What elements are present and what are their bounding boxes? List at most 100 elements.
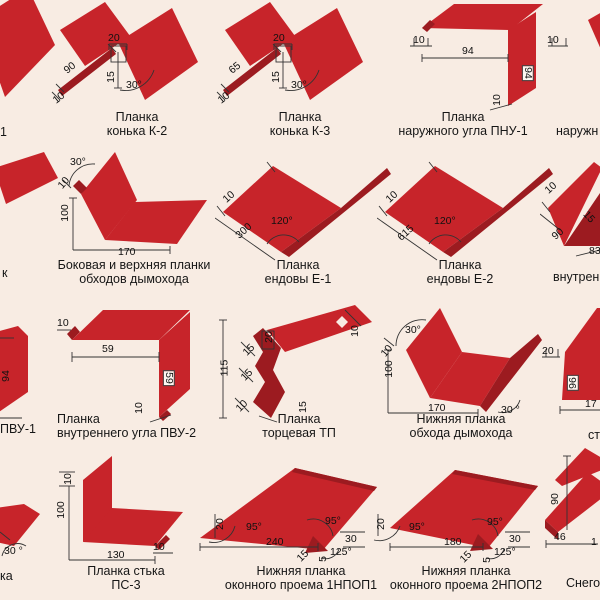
figure-valley-e2: [377, 161, 553, 261]
caption-pnu2-partial: наружн: [556, 124, 600, 139]
caption-snow-guard-partial: Снего: [566, 576, 600, 591]
dim-label: 30 °: [4, 545, 23, 557]
caption-line: Боковая и верхняя планки: [57, 258, 211, 272]
figure-pnu2-partial: [548, 13, 600, 48]
dimension-lines: [0, 337, 22, 419]
caption-line: обходов дымохода: [79, 271, 189, 286]
dimension-lines: [540, 201, 600, 257]
bottom-face: [83, 508, 183, 546]
caption-line: Планка: [57, 412, 100, 426]
top-face: [422, 4, 543, 30]
figure-end-flashing-tp: [219, 305, 372, 423]
bottom-fold: [305, 536, 328, 553]
dim-label: 20: [262, 331, 275, 343]
upper-flange: [555, 448, 600, 486]
dim-label: 20: [273, 32, 285, 44]
figure-ridge-k2: [51, 2, 198, 101]
dim-label: 100: [58, 204, 71, 222]
caption-pvu1-partial: ПВУ-1: [0, 422, 42, 437]
dim-label: 100: [54, 501, 67, 519]
ridge-flange: [58, 48, 116, 96]
dimension-lines: [215, 161, 300, 261]
dim-label: 10: [61, 473, 74, 485]
dim-label: 20: [213, 518, 226, 530]
dim-label: 130: [107, 549, 125, 561]
dim-label: 115: [218, 359, 231, 377]
caption-line: ендовы Е-1: [264, 271, 332, 286]
caption-line: внутреннего угла ПВУ-2: [57, 425, 197, 440]
dim-label: 30°: [405, 324, 421, 336]
dim-label: 240: [266, 536, 284, 548]
top-sheet: [267, 305, 372, 352]
dim-label: 96: [566, 374, 579, 392]
caption-line: ендовы Е-2: [426, 271, 494, 286]
caption-line: Планка: [278, 110, 322, 124]
figure-ridge-k3: [216, 2, 363, 101]
sill-sheet: [200, 468, 377, 550]
caption-r2-left-partial: к: [2, 266, 22, 281]
dim-label: 83: [589, 245, 600, 257]
caption-tp: Планка торцевая ТП: [214, 412, 384, 440]
valley-left-face: [548, 162, 600, 246]
dimension-lines: [545, 455, 598, 548]
dimension-lines: [219, 309, 362, 423]
caption-npop2: Нижняя планка оконного проема 2НПОП2: [376, 564, 556, 592]
wall-face: [83, 456, 112, 542]
caption-valley-e2: Планка ендовы Е-2: [375, 258, 545, 286]
dim-label: 15: [269, 71, 282, 83]
dimension-lines: [57, 329, 172, 423]
caption-line: конька К-2: [106, 123, 168, 138]
roof-sheet: [225, 2, 295, 66]
dimension-lines: [0, 531, 27, 557]
dim-label: 30°: [126, 79, 142, 91]
right-wing: [480, 334, 542, 412]
caption-line: 1: [0, 125, 7, 139]
roof-sheet: [118, 8, 198, 100]
top-fold: [452, 470, 538, 490]
dim-label: 59: [162, 369, 175, 387]
ridge-flange: [223, 48, 281, 96]
caption-chimney-side: Боковая и верхняя планки обходов дымоход…: [48, 258, 220, 286]
figure-chimney-bottom-flashing: [383, 308, 542, 417]
dim-label: 120°: [271, 215, 293, 227]
figure-ridge-k1-partial: [0, 0, 55, 97]
s-profile: [253, 328, 285, 418]
caption-line: к: [2, 266, 8, 280]
dimension-lines: [62, 163, 171, 254]
bottom-lip: [545, 520, 558, 540]
front-face: [0, 326, 28, 412]
dimension-lines: [216, 43, 320, 101]
dim-label: 30 °: [501, 404, 520, 416]
dim-label: 10: [348, 325, 361, 337]
dim-label: 10: [57, 317, 69, 329]
lip: [422, 20, 435, 32]
caption-chimney-bottom: Нижняя планка обхода дымохода: [376, 412, 546, 440]
caption-pnu1: Планка наружного угла ПНУ-1: [377, 110, 549, 138]
lip: [67, 326, 80, 340]
figure-snow-guard-partial: [545, 448, 600, 548]
bottom-face: [430, 352, 510, 406]
caption-line: Планка: [276, 258, 320, 272]
dim-label: 1: [591, 536, 597, 548]
valley-right-wing: [281, 168, 391, 257]
caption-r4-left-partial: ка: [0, 569, 20, 584]
dim-label: 95°: [409, 521, 425, 533]
figure-joint-ps3: [59, 456, 183, 564]
dim-label: 15: [104, 71, 117, 83]
caption-line: ПС-3: [111, 577, 141, 592]
dim-label: 17: [585, 398, 597, 410]
caption-line: Планка: [115, 110, 159, 124]
dim-label: 94: [0, 370, 12, 382]
lip: [73, 180, 87, 194]
roof-sheet: [0, 152, 58, 204]
roof-sheet: [283, 8, 363, 100]
caption-line: ПВУ-1: [0, 422, 36, 436]
top-fold: [292, 468, 377, 491]
dim-label: 5: [480, 557, 493, 563]
caption-npop1: Нижняя планка оконного проема 1НПОП1: [211, 564, 391, 592]
dim-label: 30°: [291, 79, 307, 91]
sill-sheet: [390, 470, 538, 548]
lip: [155, 535, 170, 550]
dim-label: 20: [542, 345, 554, 357]
caption-line: Планка: [277, 412, 321, 426]
